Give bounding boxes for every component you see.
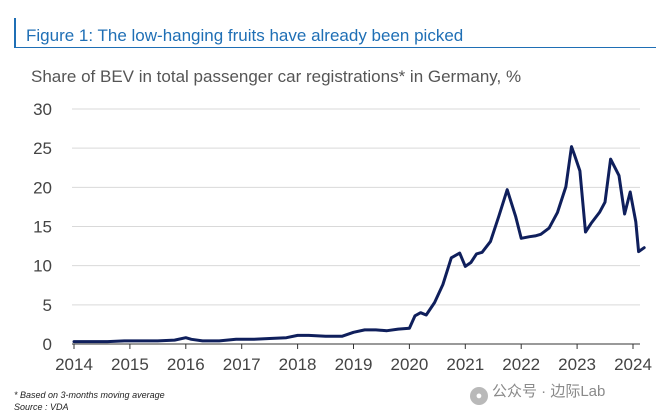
y-tick-label-20: 20: [33, 178, 52, 197]
footnote: * Based on 3-months moving average: [14, 390, 165, 400]
watermark: ● 公众号 · 边际Lab: [470, 380, 605, 405]
x-tick-label-2014: 2014: [55, 355, 93, 374]
x-tick-label-2021: 2021: [446, 355, 484, 374]
x-tick-label-2020: 2020: [390, 355, 428, 374]
x-tick-label-2018: 2018: [279, 355, 317, 374]
x-tick-label-2016: 2016: [167, 355, 205, 374]
chart-title: Share of BEV in total passenger car regi…: [31, 67, 522, 86]
wechat-icon: ●: [470, 387, 488, 405]
watermark-text: 公众号 · 边际Lab: [492, 383, 606, 400]
y-axis-ticks: 0 5 10 15 20 25 30: [33, 100, 52, 354]
x-tick-label-2017: 2017: [223, 355, 261, 374]
y-tick-label-0: 0: [43, 335, 52, 354]
x-axis-ticks: 2014 2015 2016 2017 2018 2019 2020 2021 2022 2023…: [55, 344, 652, 374]
figure-title: Figure 1: The low-hanging fruits have al…: [26, 26, 464, 45]
y-tick-label-5: 5: [43, 296, 52, 315]
source-note: Source : VDA: [14, 402, 69, 412]
y-tick-label-15: 15: [33, 218, 52, 237]
x-tick-label-2023: 2023: [558, 355, 596, 374]
y-tick-label-30: 30: [33, 100, 52, 119]
gridlines: [72, 108, 640, 345]
y-tick-label-25: 25: [33, 139, 52, 158]
series-layer: [72, 145, 646, 344]
figure-title-bar: Figure 1: The low-hanging fruits have al…: [14, 18, 656, 48]
x-tick-label-2019: 2019: [335, 355, 373, 374]
series-line-0: [72, 145, 646, 344]
x-tick-label-2024: 2024: [614, 355, 652, 374]
x-tick-label-2015: 2015: [111, 355, 149, 374]
y-tick-label-10: 10: [33, 257, 52, 276]
x-tick-label-2022: 2022: [502, 355, 540, 374]
